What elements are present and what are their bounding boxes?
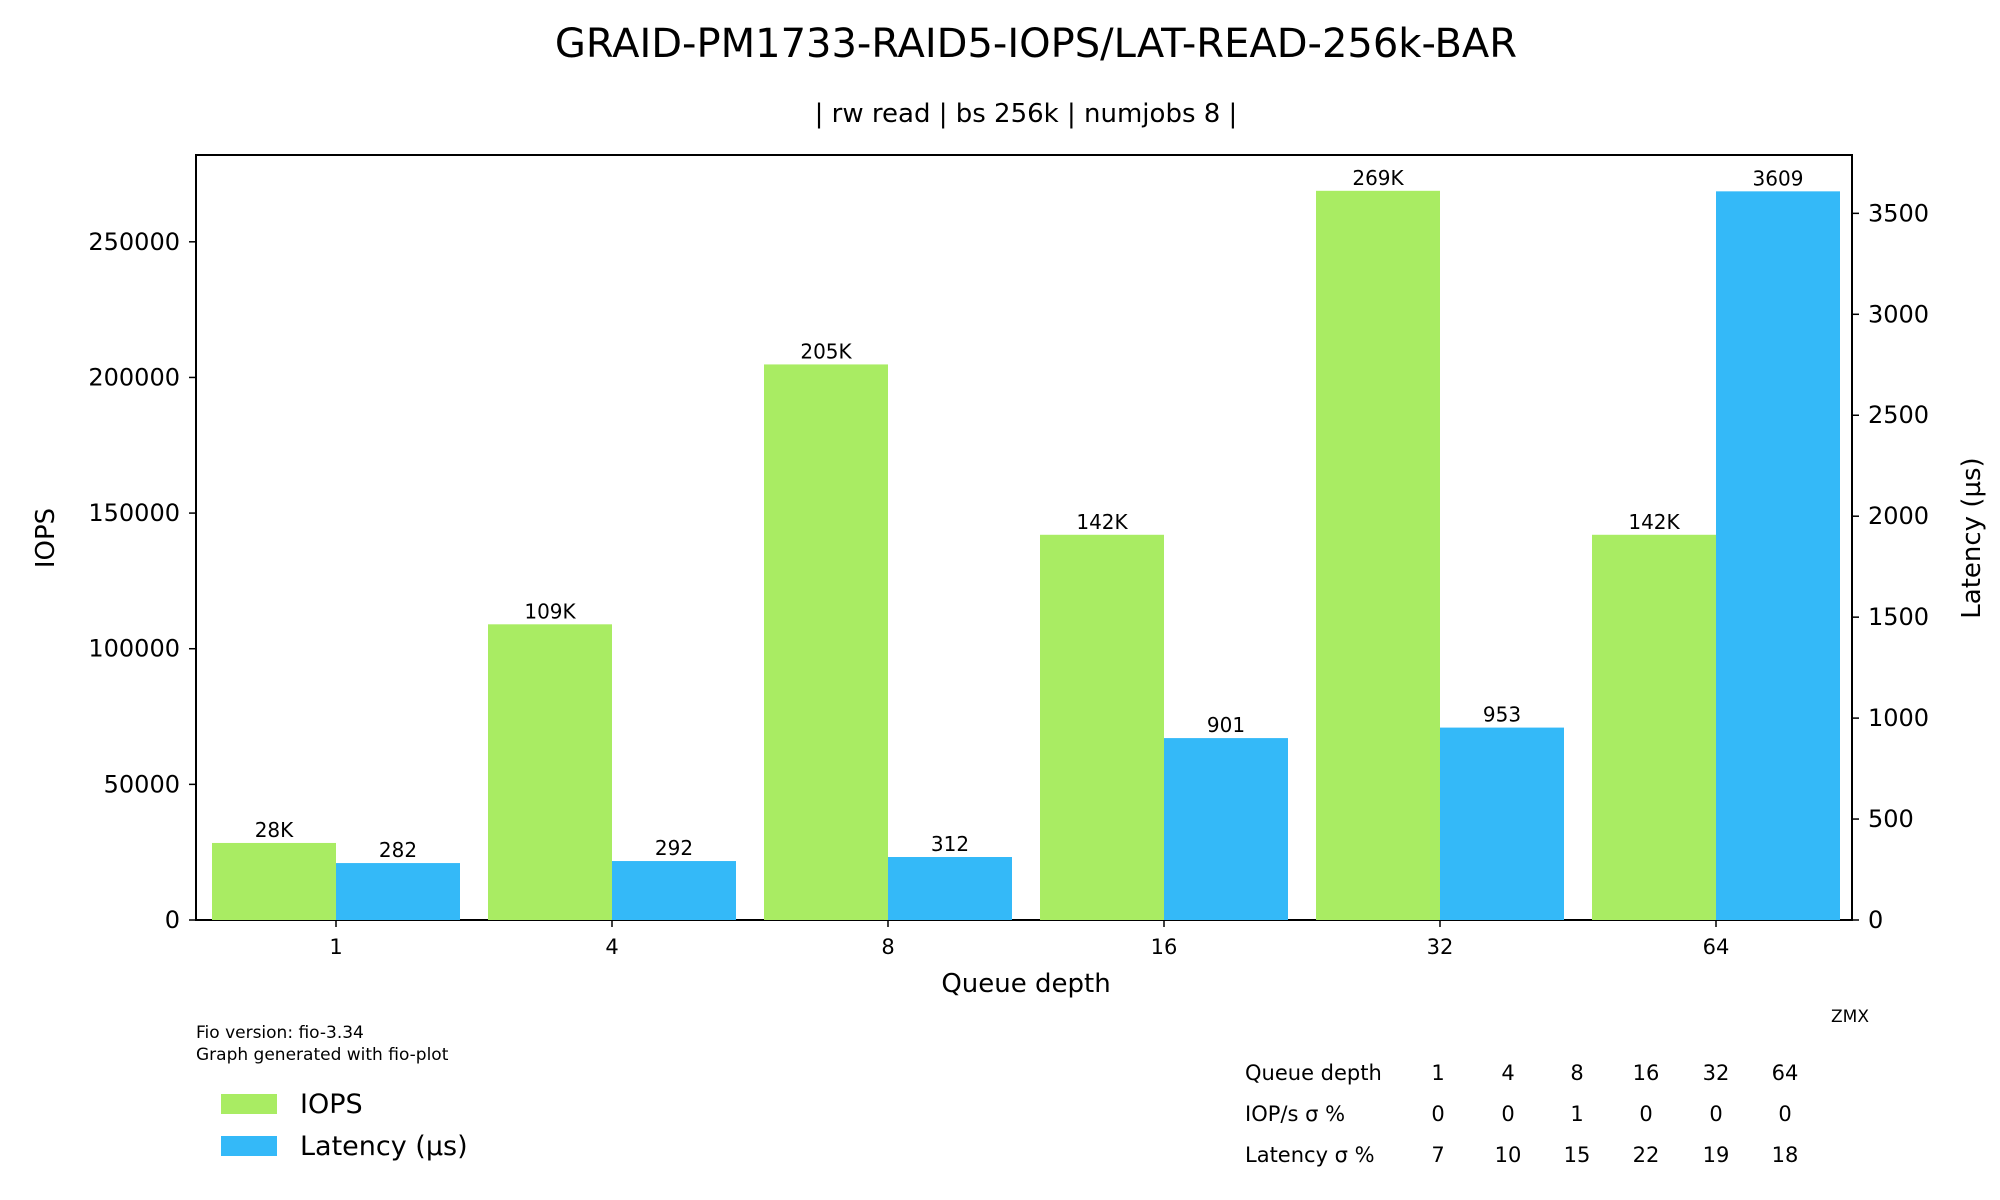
latency-bar-qd-1 bbox=[336, 863, 460, 920]
latency-value-label: 953 bbox=[1483, 703, 1521, 727]
legend-label-latency: Latency (µs) bbox=[300, 1131, 468, 1162]
stats-cell: 32 bbox=[1703, 1061, 1730, 1085]
iops-value-label: 205K bbox=[800, 339, 852, 363]
iops-bar-qd-64 bbox=[1592, 534, 1716, 920]
stats-cell: 8 bbox=[1570, 1061, 1583, 1085]
stats-cell: 0 bbox=[1639, 1102, 1652, 1126]
x-tick-label: 16 bbox=[1151, 935, 1178, 959]
stats-row-label: Latency σ % bbox=[1245, 1143, 1375, 1167]
chart-subtitle: | rw read | bs 256k | numjobs 8 | bbox=[815, 99, 1238, 129]
y-tick-label-left: 0 bbox=[165, 906, 180, 934]
plot-frame bbox=[195, 154, 1853, 921]
iops-value-label: 28K bbox=[255, 818, 294, 842]
y-tick-label-right: 2000 bbox=[1868, 502, 1929, 530]
legend-swatch-latency bbox=[221, 1136, 277, 1156]
x-tick-label: 32 bbox=[1427, 935, 1454, 959]
y-axis-label-left: IOPS bbox=[31, 508, 61, 568]
latency-value-label: 282 bbox=[379, 838, 417, 862]
stats-cell: 0 bbox=[1778, 1102, 1791, 1126]
latency-value-label: 901 bbox=[1207, 713, 1245, 737]
x-tick-label: 4 bbox=[605, 935, 618, 959]
latency-bar-qd-16 bbox=[1164, 738, 1288, 920]
fio-version-note: Fio version: fio-3.34 bbox=[196, 1023, 364, 1043]
iops-bar-qd-8 bbox=[764, 364, 888, 920]
latency-value-label: 3609 bbox=[1753, 166, 1804, 190]
y-tick-label-right: 1500 bbox=[1868, 603, 1929, 631]
y-axis-label-right: Latency (µs) bbox=[1957, 457, 1987, 618]
latency-bar-qd-32 bbox=[1440, 727, 1564, 920]
y-tick-label-left: 100000 bbox=[88, 635, 180, 663]
stats-cell: 22 bbox=[1633, 1143, 1660, 1167]
bars-layer bbox=[212, 190, 1840, 920]
x-tick-label: 64 bbox=[1703, 935, 1730, 959]
latency-bar-qd-4 bbox=[612, 861, 736, 920]
y-tick-label-right: 1000 bbox=[1868, 704, 1929, 732]
y-tick-label-right: 0 bbox=[1868, 906, 1883, 934]
x-tick-label: 8 bbox=[881, 935, 894, 959]
stats-cell: 0 bbox=[1709, 1102, 1722, 1126]
stats-cell: 64 bbox=[1772, 1061, 1799, 1085]
iops-bar-qd-32 bbox=[1316, 190, 1440, 920]
stats-cell: 18 bbox=[1772, 1143, 1799, 1167]
iops-bar-qd-4 bbox=[488, 624, 612, 920]
y-tick-label-left: 50000 bbox=[104, 770, 180, 798]
stats-cell: 0 bbox=[1431, 1102, 1444, 1126]
y-tick-label-left: 200000 bbox=[88, 363, 180, 391]
chart-title: GRAID-PM1733-RAID5-IOPS/LAT-READ-256k-BA… bbox=[555, 21, 1517, 67]
iops-value-label: 142K bbox=[1076, 510, 1128, 534]
latency-value-label: 292 bbox=[655, 836, 693, 860]
latency-value-label: 312 bbox=[931, 832, 969, 856]
stats-cell: 15 bbox=[1564, 1143, 1591, 1167]
axes-layer: 1 4 8 16 32 64 0 50000 100000 150000 200000 250000 0… bbox=[88, 199, 1929, 959]
stats-cell: 4 bbox=[1501, 1061, 1514, 1085]
stats-cell: 16 bbox=[1633, 1061, 1660, 1085]
x-tick-label: 1 bbox=[329, 935, 342, 959]
iops-bar-qd-16 bbox=[1040, 534, 1164, 920]
stats-cell: 1 bbox=[1431, 1061, 1444, 1085]
x-axis-label: Queue depth bbox=[941, 969, 1110, 999]
stats-cell: 10 bbox=[1495, 1143, 1522, 1167]
stats-row-label: Queue depth bbox=[1245, 1061, 1382, 1085]
y-tick-label-right: 3000 bbox=[1868, 300, 1929, 328]
fio-plot-note: Graph generated with fio-plot bbox=[196, 1045, 449, 1065]
stats-cell: 0 bbox=[1501, 1102, 1514, 1126]
data-labels-layer: 28K 109K 205K 142K 269K 142K 282 292 312 901 953 36… bbox=[255, 166, 1804, 862]
legend-swatch-iops bbox=[221, 1094, 277, 1114]
stats-cell: 19 bbox=[1703, 1143, 1730, 1167]
y-tick-label-left: 150000 bbox=[88, 499, 180, 527]
stats-row-label: IOP/s σ % bbox=[1245, 1102, 1345, 1126]
latency-bar-qd-8 bbox=[888, 857, 1012, 920]
stats-cell: 1 bbox=[1570, 1102, 1583, 1126]
iops-value-label: 142K bbox=[1628, 510, 1680, 534]
iops-value-label: 269K bbox=[1352, 166, 1404, 190]
source-tag: ZMX bbox=[1831, 1007, 1869, 1027]
iops-bar-qd-1 bbox=[212, 842, 336, 920]
legend: IOPS Latency (µs) bbox=[221, 1089, 468, 1162]
iops-value-label: 109K bbox=[524, 599, 576, 623]
y-tick-label-right: 3500 bbox=[1868, 199, 1929, 227]
y-tick-label-right: 2500 bbox=[1868, 401, 1929, 429]
y-tick-label-left: 250000 bbox=[88, 228, 180, 256]
stats-cell: 7 bbox=[1431, 1143, 1444, 1167]
y-tick-label-right: 500 bbox=[1868, 805, 1914, 833]
legend-label-iops: IOPS bbox=[300, 1089, 363, 1120]
latency-bar-qd-64 bbox=[1716, 191, 1840, 920]
